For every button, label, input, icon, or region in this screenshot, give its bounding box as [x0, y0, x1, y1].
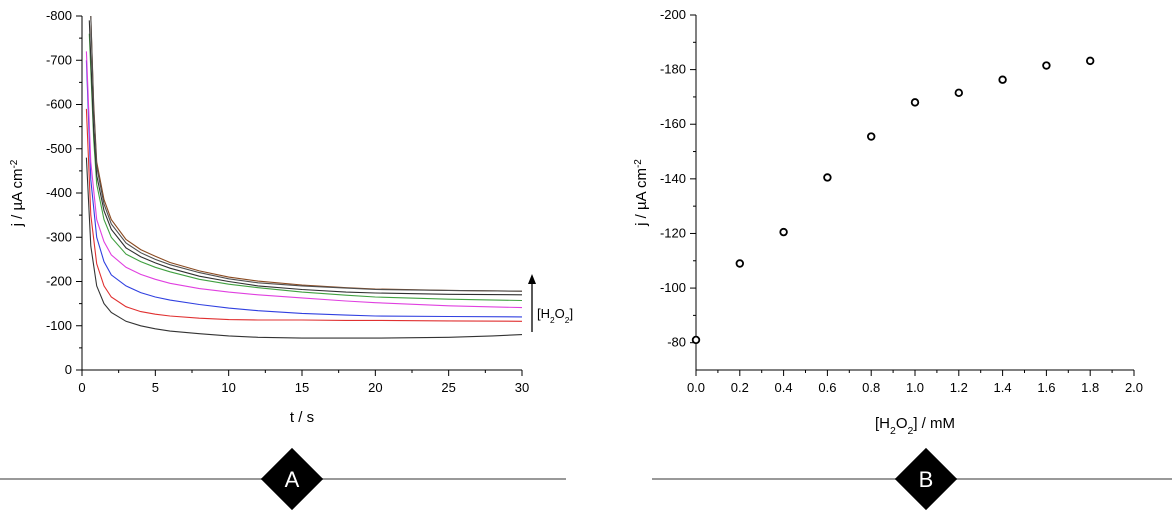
panel-a-y-tick-label: -600 — [46, 97, 72, 112]
badge-b-label: B — [919, 467, 934, 492]
panel-a-series-line-8 — [90, 15, 523, 292]
panel-a-y-tick-label: -500 — [46, 141, 72, 156]
panel-a-x-tick-label: 10 — [221, 380, 235, 395]
panel-a-y-tick-label: -300 — [46, 229, 72, 244]
panel-a-x-tick-label: 5 — [152, 380, 159, 395]
panel-b-data-point — [779, 227, 788, 237]
panel-a-series-line-4 — [85, 51, 523, 309]
panel-a-y-tick-label: 0 — [65, 362, 72, 377]
panel-a-series-line-6 — [88, 20, 523, 296]
panel-a-y-tick-label: -200 — [46, 274, 72, 289]
panel-b-x-tick-label: 1.6 — [1037, 380, 1055, 395]
panel-b-data-point — [998, 75, 1007, 84]
panel-b-x-tick-label: 2.0 — [1125, 380, 1143, 395]
panel-a-x-tick-label: 30 — [515, 380, 529, 395]
badge-b: B — [894, 447, 958, 511]
panel-b-x-tick-label: 1.2 — [950, 380, 968, 395]
panel-b-x-tick-label: 0.0 — [687, 380, 705, 395]
badge-a: A — [260, 447, 324, 511]
panel-b-data-point — [1085, 56, 1095, 66]
panel-a-x-tick-label: 15 — [295, 380, 309, 395]
panel-a-series-line-2 — [85, 108, 523, 322]
panel-b-x-tick-label: 0.6 — [818, 380, 836, 395]
panel-a-series-line-7 — [90, 15, 523, 292]
panel-a-series-line-5 — [88, 33, 523, 302]
panel-a-x-tick-label: 25 — [441, 380, 455, 395]
panel-b-chart: -80 -100 -120 -140 -160 -180 -200 0.0 0.2 0.4 0.6 0… — [633, 7, 1144, 437]
panel-b-x-tick-label: 0.8 — [862, 380, 880, 395]
panel-a-x-tick-label: 0 — [78, 380, 85, 395]
panel-a-series-line-3 — [85, 60, 523, 318]
panel-a-y-tick-label: -700 — [46, 52, 72, 67]
panel-a-annotation-label: [H2O2] — [537, 306, 573, 325]
panel-a-x-tick-label: 20 — [368, 380, 382, 395]
panel-b-data-point — [735, 259, 744, 268]
panel-b-x-tick-label: 1.0 — [906, 380, 924, 395]
panel-b-y-tick-label: -80 — [667, 335, 686, 350]
panel-a-annotation-arrowhead — [528, 274, 536, 284]
panel-b-y-tick-label: -160 — [660, 116, 686, 131]
panel-b-data-point — [823, 173, 832, 182]
panel-b-y-tick-label: -100 — [660, 280, 686, 295]
panel-b-data-point — [910, 98, 920, 107]
panel-b-x-tick-label: 1.8 — [1081, 380, 1099, 395]
panel-b-x-tick-label: 0.2 — [731, 380, 749, 395]
panel-a-y-tick-label: -400 — [46, 185, 72, 200]
panel-b-x-tick-label: 1.4 — [994, 380, 1012, 395]
panel-a-y-tick-label: -100 — [46, 318, 72, 333]
panel-a-y-axis-title: j / µA cm-2 — [9, 159, 27, 227]
panel-b-y-tick-label: -140 — [660, 171, 686, 186]
panel-b-y-tick-label: -180 — [660, 62, 686, 77]
panel-b-data-point — [1042, 61, 1051, 70]
panel-b-data-point — [954, 88, 963, 98]
panel-b-data-point — [867, 132, 876, 141]
panel-a-x-axis-title: t / s — [290, 409, 314, 426]
panel-b-y-tick-label: -200 — [660, 7, 686, 22]
panel-a-y-tick-label: -800 — [46, 8, 72, 23]
panel-b-y-axis-title: j / µA cm-2 — [633, 159, 651, 227]
panel-a-series-line-1 — [85, 157, 523, 339]
panel-b-data-point — [691, 335, 701, 345]
panel-b-x-axis-title: [H2O2] / mM — [875, 415, 955, 437]
panel-a-chart: 0 -100 -200 -300 -400 -500 -600 -700 -800 0 5 10 15 2… — [9, 8, 574, 426]
panel-b-y-tick-label: -120 — [660, 225, 686, 240]
badge-a-label: A — [285, 467, 300, 492]
panel-b-x-tick-label: 0.4 — [775, 380, 793, 395]
